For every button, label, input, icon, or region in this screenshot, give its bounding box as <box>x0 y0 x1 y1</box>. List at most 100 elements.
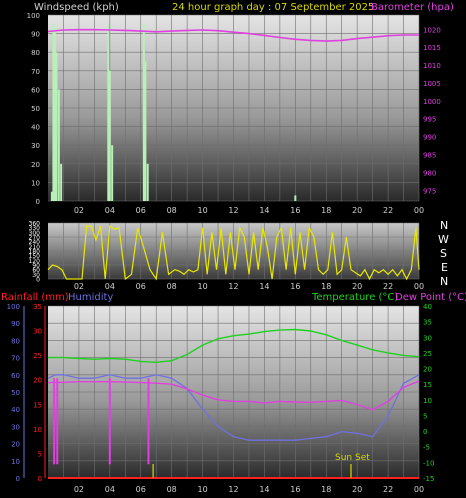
dir-x-tick-label: 00 <box>414 282 424 291</box>
top-x-tick-label: 22 <box>383 206 393 215</box>
windspeed-y-tick-label: 50 <box>31 105 40 113</box>
windspeed-y-tick-label: 10 <box>31 179 40 187</box>
winddir-y-tick-label: 180 <box>29 249 41 256</box>
windspeed-y-tick-label: 100 <box>27 12 40 20</box>
bot-x-tick-label: 14 <box>259 485 269 494</box>
temp-humidity-chart: 010203040506070809010005101520253035-15-… <box>7 303 435 494</box>
temperature-axis-label: Temperature (°C) <box>311 292 398 303</box>
winddir-y-tick-label: 360 <box>29 221 41 228</box>
temperature-y-tick-label: -10 <box>423 459 434 467</box>
temperature-y-tick-label: 10 <box>423 397 432 405</box>
temperature-y-tick-label: 40 <box>423 303 432 311</box>
bot-x-tick-label: 22 <box>383 485 393 494</box>
dewpoint-axis-label: Dew Point (°C) <box>395 292 466 303</box>
rainfall-y-tick-label: 30 <box>33 328 42 336</box>
top-x-tick-label: 06 <box>136 206 146 215</box>
sunset-label: Sun Set <box>335 453 370 463</box>
compass-label-w: W <box>438 233 449 246</box>
graph-title: 24 hour graph day : 07 September 2025 <box>172 2 374 13</box>
temperature-line <box>48 328 420 364</box>
top-x-tick-label: 08 <box>167 206 177 215</box>
barometer-y-tick-label: 985 <box>423 152 436 160</box>
humidity-y-tick-label: 90 <box>11 320 20 328</box>
humidity-line <box>47 374 420 441</box>
top-x-tick-label: 00 <box>414 206 424 215</box>
humidity-y-tick-label: 50 <box>11 389 20 397</box>
windspeed-y-tick-label: 70 <box>31 68 40 76</box>
temperature-y-tick-label: 0 <box>423 428 427 436</box>
dir-x-tick-label: 20 <box>352 282 362 291</box>
dir-x-tick-label: 14 <box>259 282 269 291</box>
dir-x-tick-label: 08 <box>167 282 177 291</box>
windspeed-y-tick-label: 20 <box>31 161 40 169</box>
top-x-tick-label: 12 <box>228 206 238 215</box>
dir-x-tick-label: 18 <box>321 282 331 291</box>
temperature-y-tick-label: 30 <box>423 334 432 342</box>
humidity-y-tick-label: 40 <box>11 406 20 414</box>
bot-x-tick-label: 04 <box>105 485 115 494</box>
compass-label-s: S <box>440 247 447 260</box>
bot-x-tick-label: 16 <box>290 485 300 494</box>
humidity-y-tick-label: 80 <box>11 337 20 345</box>
top-x-tick-label: 20 <box>352 206 362 215</box>
humidity-axis-label: Humidity <box>68 292 113 303</box>
dir-x-tick-label: 02 <box>74 282 84 291</box>
windspeed-axis-label: Windspeed (kph) <box>34 2 119 13</box>
humidity-y-tick-label: 100 <box>7 303 20 311</box>
winddir-y-tick-label: 300 <box>29 230 41 237</box>
temperature-y-tick-label: 5 <box>423 412 427 420</box>
compass-label-n2: N <box>440 275 448 288</box>
barometer-y-tick-label: 995 <box>423 116 436 124</box>
barometer-y-tick-label: 1005 <box>423 80 441 88</box>
barometer-axis-label: Barometer (hpa) <box>371 2 454 13</box>
temperature-y-tick-label: 25 <box>423 350 432 358</box>
bot-x-tick-label: 12 <box>228 485 238 494</box>
top-x-tick-label: 16 <box>290 206 300 215</box>
rainfall-y-tick-label: 20 <box>33 377 42 385</box>
barometer-y-tick-label: 1010 <box>423 62 441 70</box>
windspeed-y-tick-label: 60 <box>31 86 40 94</box>
barometer-y-tick-label: 980 <box>423 169 436 177</box>
winddir-y-tick-label: 210 <box>29 244 41 251</box>
barometer-y-tick-label: 1020 <box>423 26 441 34</box>
winddir-y-tick-label: 60 <box>32 267 40 274</box>
bot-x-tick-label: 06 <box>136 485 146 494</box>
winddir-y-tick-label: 30 <box>32 272 40 279</box>
humidity-y-tick-label: 20 <box>11 441 20 449</box>
top-x-tick-label: 04 <box>105 206 115 215</box>
temperature-y-tick-label: 35 <box>423 319 432 327</box>
dir-x-tick-label: 12 <box>228 282 238 291</box>
dir-x-tick-label: 10 <box>197 282 207 291</box>
temperature-y-tick-label: 20 <box>423 366 432 374</box>
rainfall-y-tick-label: 15 <box>33 401 42 409</box>
bot-x-tick-label: 08 <box>167 485 177 494</box>
rainfall-y-tick-label: 10 <box>33 426 42 434</box>
humidity-y-tick-label: 60 <box>11 372 20 380</box>
dir-x-tick-label: 16 <box>290 282 300 291</box>
bot-x-tick-label: 20 <box>352 485 362 494</box>
humidity-y-tick-label: 70 <box>11 355 20 363</box>
winddir-y-tick-label: 330 <box>29 225 41 232</box>
temperature-y-tick-label: -5 <box>423 444 430 452</box>
top-x-tick-label: 02 <box>74 206 84 215</box>
rainfall-y-tick-label: 5 <box>38 450 42 458</box>
winddir-y-tick-label: 240 <box>29 239 41 246</box>
rainfall-y-tick-label: 35 <box>33 303 42 311</box>
temperature-y-tick-label: 15 <box>423 381 432 389</box>
winddir-y-tick-label: 0 <box>36 277 40 284</box>
bot-x-tick-label: 00 <box>414 485 424 494</box>
barometer-y-tick-label: 1015 <box>423 44 441 52</box>
humidity-y-tick-label: 30 <box>11 423 20 431</box>
bot-x-tick-label: 02 <box>74 485 84 494</box>
humidity-y-tick-label: 0 <box>16 475 20 483</box>
temperature-y-tick-label: -15 <box>423 475 434 483</box>
rainfall-axis-label: Rainfall (mm) <box>1 292 69 303</box>
humidity-y-tick-label: 10 <box>11 458 20 466</box>
windspeed-y-tick-label: 90 <box>31 31 40 39</box>
wind-direction-line <box>47 225 420 281</box>
barometer-y-tick-label: 975 <box>423 187 436 195</box>
top-x-tick-label: 10 <box>197 206 207 215</box>
windspeed-y-tick-label: 80 <box>31 49 40 57</box>
